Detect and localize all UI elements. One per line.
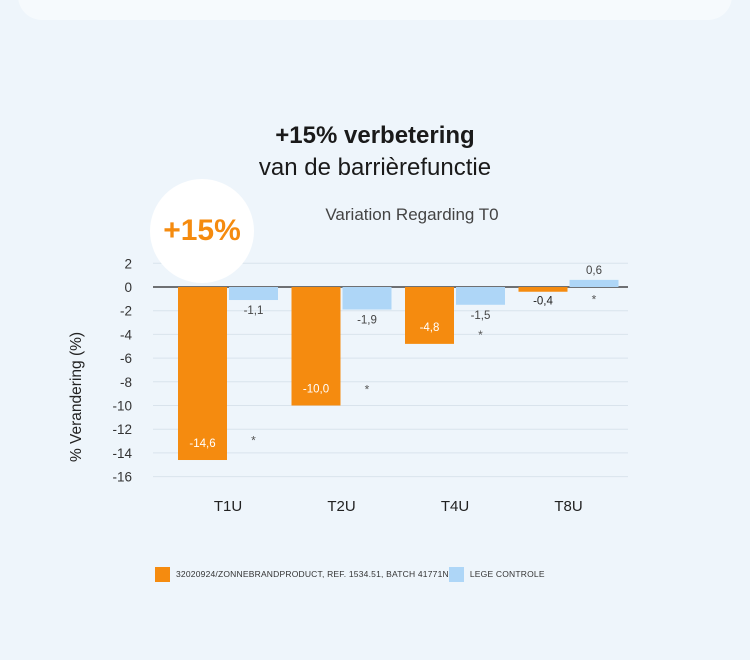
legend-label-control: LEGE CONTROLE: [469, 569, 545, 579]
y-tick-label: 0: [124, 280, 132, 295]
legend-swatch-product: [155, 566, 170, 582]
data-label: -4,8: [420, 322, 440, 334]
title-main: +15% verbetering: [275, 122, 475, 149]
y-tick-label: -6: [120, 351, 132, 366]
significance-marker: *: [478, 328, 483, 342]
legend-swatch-control: [448, 566, 464, 582]
data-label: -14,6: [189, 438, 215, 450]
data-label: -1,1: [244, 305, 264, 317]
bar-control: [456, 287, 505, 305]
improvement-badge: +15%: [150, 179, 254, 283]
title-sub: van de barrièrefunctie: [258, 154, 492, 181]
data-label: -0,4: [533, 296, 553, 308]
y-tick-label: -2: [120, 304, 132, 319]
y-tick-label: -14: [112, 446, 132, 461]
bar-product: [518, 287, 568, 292]
bar-control: [229, 287, 278, 301]
chart-subtitle: Variation Regarding T0: [0, 205, 750, 225]
bar-product: [291, 287, 341, 406]
card-top-edge: [18, 0, 732, 20]
legend-item-product: 32020924/ZONNEBRANDPRODUCT, REF. 1534.51…: [155, 566, 449, 582]
data-label: 0,6: [586, 265, 602, 277]
data-label: -1,5: [471, 310, 491, 322]
bar-control: [569, 279, 619, 287]
y-axis-label: % Verandering (%): [68, 332, 85, 462]
legend-label-product: 32020924/ZONNEBRANDPRODUCT, REF. 1534.51…: [176, 569, 449, 579]
bar-product: [178, 287, 227, 461]
x-tick-label: T2U: [327, 498, 355, 515]
legend-item-control: LEGE CONTROLE: [448, 566, 545, 582]
chart-legend: 32020924/ZONNEBRANDPRODUCT, REF. 1534.51…: [155, 566, 545, 582]
y-tick-label: -10: [112, 399, 132, 414]
bar-control: [342, 287, 392, 310]
data-label: -10,0: [303, 384, 329, 396]
significance-marker: *: [365, 383, 370, 397]
chart-heading: +15% verbetering van de barrièrefunctie: [0, 122, 750, 182]
data-label: -1,9: [357, 315, 377, 327]
x-tick-label: T4U: [441, 498, 469, 515]
chart-title: Variation Regarding T0: [325, 205, 499, 224]
x-tick-label: T8U: [554, 498, 582, 515]
x-tick-label: T1U: [214, 498, 242, 515]
y-tick-label: -12: [112, 422, 132, 437]
y-tick-label: -4: [120, 327, 132, 342]
y-tick-label: -8: [120, 375, 132, 390]
significance-marker: *: [251, 434, 256, 448]
y-tick-label: -16: [112, 470, 132, 485]
bar-product: [405, 287, 454, 344]
y-tick-label: 2: [124, 256, 132, 271]
significance-marker: *: [592, 293, 597, 307]
